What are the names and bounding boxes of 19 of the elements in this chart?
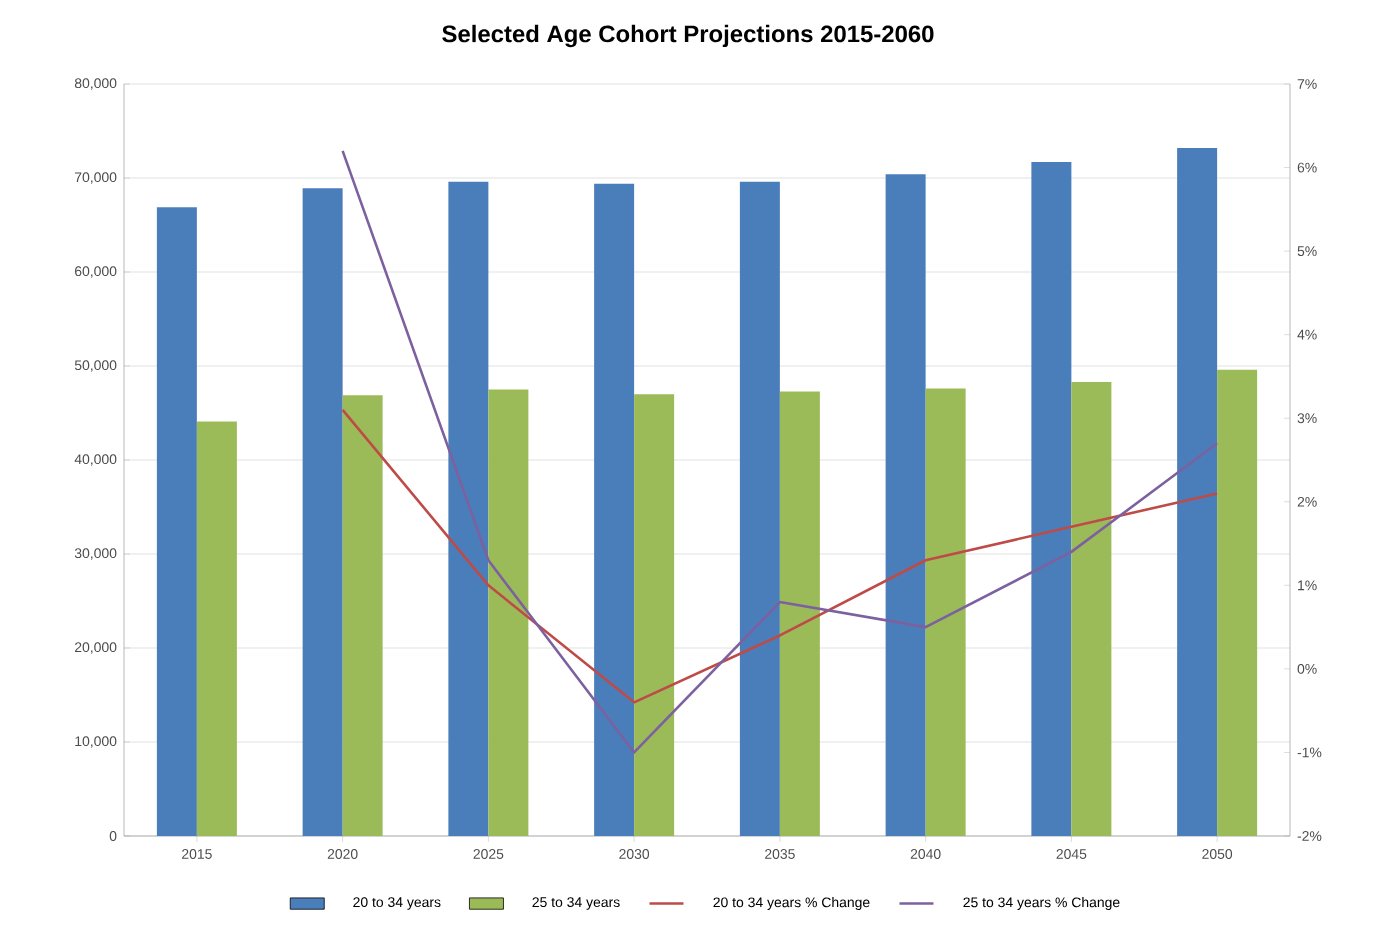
bar bbox=[448, 181, 489, 836]
bar bbox=[739, 181, 780, 836]
bar bbox=[1217, 369, 1258, 836]
bar bbox=[342, 395, 383, 836]
bar bbox=[302, 188, 343, 836]
bar bbox=[1031, 162, 1072, 836]
bar bbox=[156, 207, 197, 836]
line-series bbox=[341, 408, 1219, 704]
bar bbox=[779, 391, 820, 836]
bar bbox=[488, 389, 529, 836]
bar bbox=[925, 388, 966, 836]
bar bbox=[634, 394, 675, 836]
bar bbox=[885, 174, 926, 836]
bar bbox=[196, 421, 237, 836]
chart-title: Selected Age Cohort Projections 2015-2060 bbox=[442, 24, 934, 48]
line-series bbox=[341, 149, 1219, 754]
bar bbox=[594, 183, 635, 836]
bar bbox=[1071, 381, 1112, 836]
bar bbox=[1177, 147, 1218, 836]
